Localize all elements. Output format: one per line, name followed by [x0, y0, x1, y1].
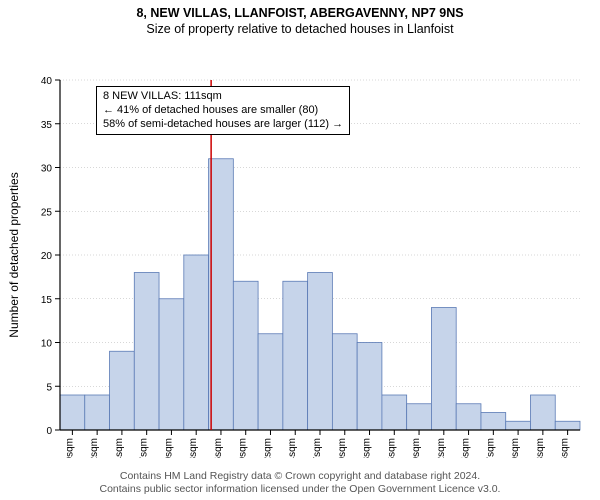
- svg-text:77sqm: 77sqm: [139, 438, 150, 458]
- svg-text:90sqm: 90sqm: [163, 438, 174, 458]
- svg-text:20: 20: [41, 251, 53, 262]
- svg-text:180sqm: 180sqm: [337, 438, 348, 458]
- svg-text:193sqm: 193sqm: [362, 438, 373, 458]
- svg-text:257sqm: 257sqm: [485, 438, 496, 458]
- footer-line-2: Contains public sector information licen…: [0, 483, 600, 496]
- svg-text:0: 0: [46, 426, 52, 437]
- annotation-line: ← 41% of detached houses are smaller (80…: [103, 104, 343, 118]
- svg-text:52sqm: 52sqm: [89, 438, 100, 458]
- footer-line-1: Contains HM Land Registry data © Crown c…: [0, 470, 600, 483]
- chart-title-sub: Size of property relative to detached ho…: [0, 20, 600, 36]
- svg-text:154sqm: 154sqm: [287, 438, 298, 458]
- svg-text:206sqm: 206sqm: [386, 438, 397, 458]
- svg-text:103sqm: 103sqm: [188, 438, 199, 458]
- svg-text:39sqm: 39sqm: [64, 438, 75, 458]
- svg-text:167sqm: 167sqm: [312, 438, 323, 458]
- svg-text:15: 15: [41, 295, 53, 306]
- svg-text:219sqm: 219sqm: [411, 438, 422, 458]
- svg-text:232sqm: 232sqm: [436, 438, 447, 458]
- svg-text:10: 10: [41, 339, 53, 350]
- svg-text:5: 5: [46, 382, 52, 393]
- svg-text:40: 40: [41, 76, 53, 87]
- chart-title-main: 8, NEW VILLAS, LLANFOIST, ABERGAVENNY, N…: [0, 0, 600, 20]
- svg-text:30: 30: [41, 164, 53, 175]
- annotation-line: 58% of semi-detached houses are larger (…: [103, 118, 343, 132]
- footer-attribution: Contains HM Land Registry data © Crown c…: [0, 470, 600, 496]
- svg-text:Number of detached properties: Number of detached properties: [7, 172, 21, 337]
- svg-text:129sqm: 129sqm: [238, 438, 249, 458]
- svg-text:116sqm: 116sqm: [213, 438, 224, 458]
- svg-text:245sqm: 245sqm: [461, 438, 472, 458]
- svg-text:296sqm: 296sqm: [560, 438, 571, 458]
- svg-text:270sqm: 270sqm: [510, 438, 521, 458]
- svg-text:25: 25: [41, 207, 53, 218]
- annotation-line: 8 NEW VILLAS: 111sqm: [103, 90, 343, 104]
- chart-area: 0 5 10 15 20 25 30 35 40 39sqm 52sqm 64sqm 77sqm 90sq…: [0, 38, 600, 463]
- svg-text:35: 35: [41, 120, 53, 131]
- svg-text:64sqm: 64sqm: [114, 438, 125, 458]
- property-annotation-box: 8 NEW VILLAS: 111sqm← 41% of detached ho…: [96, 86, 350, 135]
- svg-text:283sqm: 283sqm: [535, 438, 546, 458]
- svg-text:142sqm: 142sqm: [262, 438, 273, 458]
